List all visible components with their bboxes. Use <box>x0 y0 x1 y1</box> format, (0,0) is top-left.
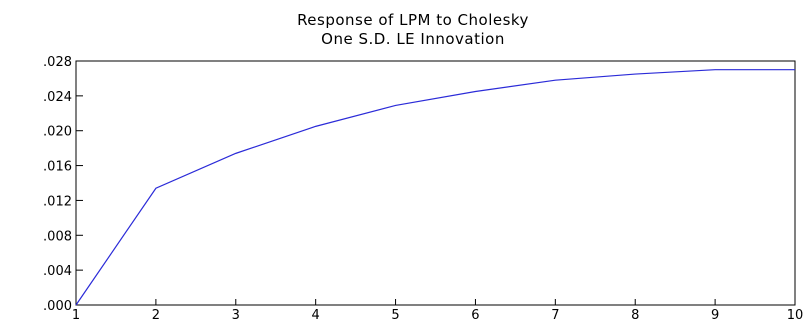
data-point <box>75 304 77 306</box>
x-tick-label: 10 <box>787 308 804 323</box>
x-tick-label: 9 <box>711 308 719 323</box>
y-tick-label: .008 <box>43 229 72 244</box>
x-tick-label: 2 <box>152 308 160 323</box>
data-point <box>314 125 316 127</box>
data-point <box>794 69 796 71</box>
x-tick-label: 4 <box>312 308 320 323</box>
y-tick-label: .024 <box>43 90 72 105</box>
x-axis: 1 2 3 4 5 6 7 8 9 10 <box>72 299 803 323</box>
series-layer <box>75 69 796 306</box>
plot-frame <box>75 60 796 306</box>
x-tick-label: 5 <box>391 308 399 323</box>
series-line <box>75 69 795 306</box>
y-tick-label: .016 <box>43 160 72 175</box>
y-tick-label: .012 <box>43 194 72 209</box>
data-point <box>554 79 556 81</box>
y-axis: .000 .004 .008 .012 .016 .020 .024 .028 <box>43 55 83 314</box>
y-tick-label: .000 <box>43 299 72 314</box>
data-point <box>394 104 396 106</box>
data-point <box>474 90 476 92</box>
y-tick-label: .028 <box>43 55 72 70</box>
data-point <box>235 152 237 154</box>
x-tick-label: 7 <box>551 308 559 323</box>
data-point <box>155 187 157 189</box>
y-tick-label: .020 <box>43 125 72 140</box>
x-tick-label: 3 <box>232 308 240 323</box>
data-point <box>634 73 636 75</box>
chart-title: Response of LPM to Cholesky <box>297 11 529 29</box>
chart-subtitle: One S.D. LE Innovation <box>321 30 505 48</box>
x-tick-label: 6 <box>471 308 479 323</box>
data-point <box>714 69 716 71</box>
y-tick-label: .004 <box>43 264 72 279</box>
x-tick-label: 8 <box>631 308 639 323</box>
x-tick-label: 1 <box>72 308 80 323</box>
